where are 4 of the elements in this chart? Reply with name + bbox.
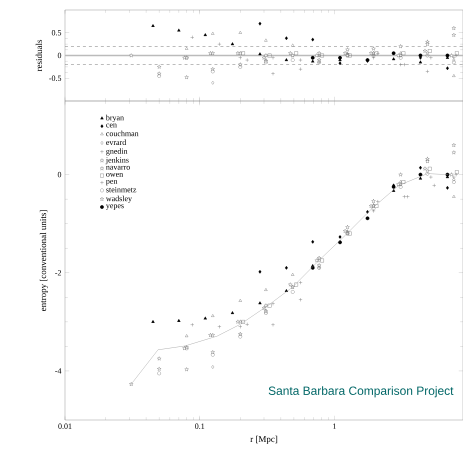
y-axis-title: entropy [conventional units] <box>40 210 48 311</box>
annotation: Santa Barbara Comparison Project <box>268 386 454 398</box>
x-axis-title: r [Mpc] <box>250 436 278 444</box>
y-axis-title: residuals <box>36 40 42 72</box>
